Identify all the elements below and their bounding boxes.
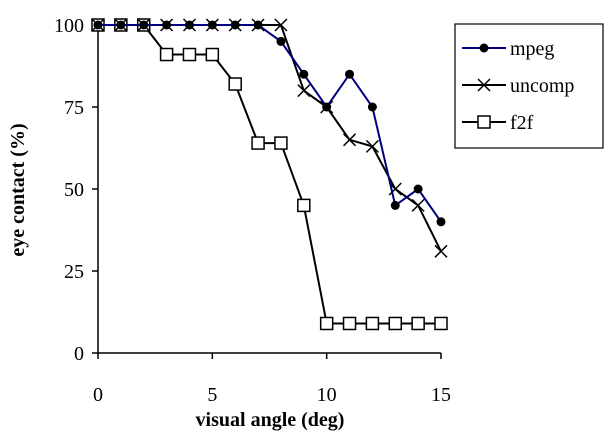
point-marker (436, 217, 446, 227)
series-layer (91, 18, 448, 331)
point-marker (253, 20, 263, 30)
point-marker (365, 139, 379, 153)
x-axis-title: visual angle (deg) (196, 409, 345, 431)
x-tick-label: 15 (431, 384, 451, 406)
point-marker (159, 47, 174, 62)
y-tick-label: 75 (64, 97, 84, 119)
point-marker (345, 69, 355, 79)
point-marker (230, 20, 240, 30)
point-marker (297, 84, 311, 98)
point-marker (388, 316, 403, 331)
point-marker (182, 47, 197, 62)
point-marker (319, 316, 334, 331)
y-tick-label: 25 (64, 261, 84, 283)
point-marker (434, 316, 448, 331)
point-marker (276, 36, 286, 46)
point-marker (162, 20, 172, 30)
x-axis-ticks: 0 5 10 15 (93, 353, 451, 406)
series-line (98, 24, 442, 223)
point-marker (139, 20, 149, 30)
point-marker (413, 184, 423, 194)
point-marker (299, 69, 309, 79)
point-marker (479, 43, 489, 53)
point-marker (367, 102, 377, 112)
series-line (98, 24, 442, 252)
point-marker (343, 133, 357, 147)
point-marker (477, 78, 491, 92)
y-tick-label: 0 (74, 343, 84, 365)
x-tick-label: 10 (317, 384, 337, 406)
legend: mpeg uncomp f2f (454, 23, 604, 149)
point-marker (411, 316, 425, 331)
series-uncomp (91, 18, 448, 258)
point-marker (207, 20, 217, 30)
series-mpeg (93, 20, 446, 227)
point-marker (228, 77, 242, 91)
point-marker (322, 102, 332, 112)
point-marker (390, 200, 400, 210)
point-marker (184, 20, 194, 30)
y-tick-label: 100 (54, 15, 84, 37)
series-line (98, 24, 441, 325)
y-axis-title: eye contact (%) (7, 123, 29, 256)
point-marker (205, 47, 220, 62)
y-tick-label: 50 (64, 179, 84, 201)
legend-item: mpeg (462, 38, 554, 60)
point-marker (274, 136, 288, 150)
x-tick-label: 0 (93, 384, 103, 406)
point-marker (274, 18, 288, 32)
point-marker (342, 316, 357, 331)
point-marker (297, 198, 311, 213)
y-axis-ticks: 0 25 50 75 100 (54, 15, 98, 365)
legend-item: f2f (462, 112, 534, 134)
point-marker (93, 20, 103, 30)
series-f2f (91, 18, 448, 331)
legend-label: uncomp (510, 75, 574, 97)
x-tick-label: 5 (207, 384, 217, 406)
point-marker (116, 20, 126, 30)
point-marker (365, 316, 380, 331)
point-marker (411, 198, 425, 212)
point-marker (477, 115, 491, 129)
plot-area: 0 25 50 75 100 0 5 10 15 (54, 15, 451, 406)
legend-label: f2f (510, 112, 534, 134)
point-marker (434, 244, 448, 258)
point-marker (251, 136, 265, 150)
legend-item: uncomp (462, 75, 574, 97)
legend-label: mpeg (510, 38, 554, 60)
